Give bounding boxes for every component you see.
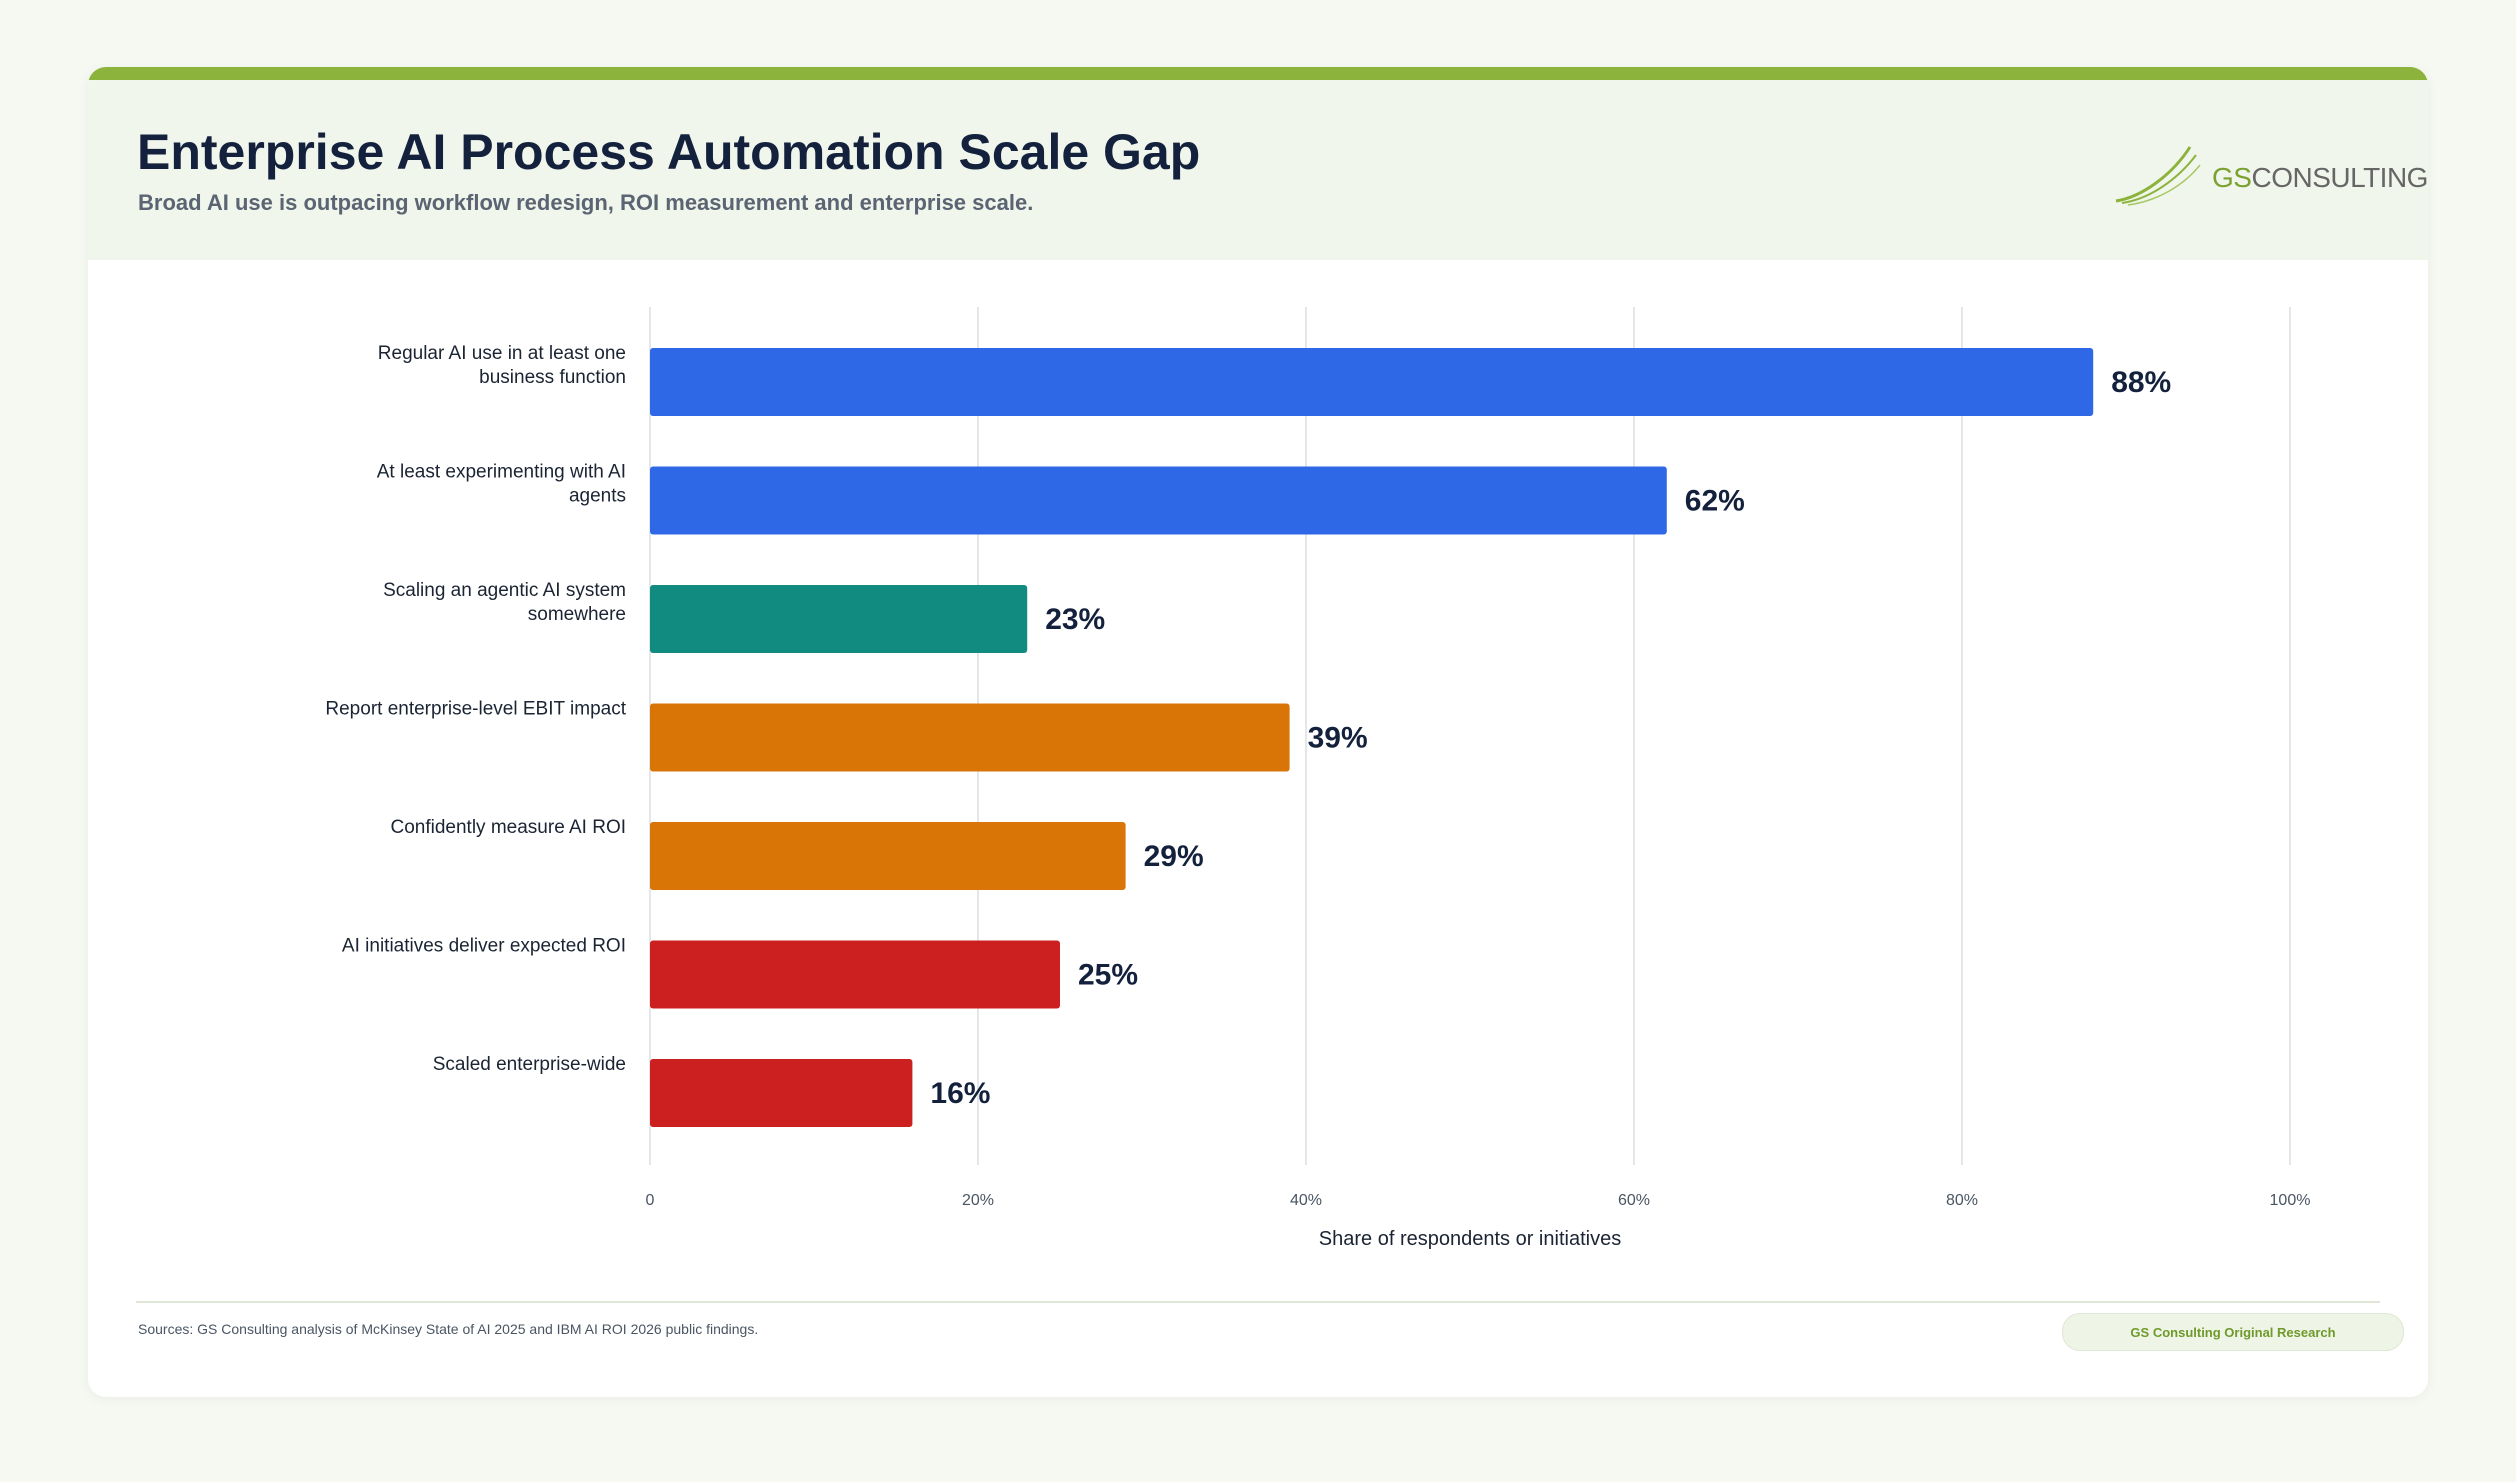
value-label: 23% [1045, 603, 1105, 636]
accent-bar [88, 67, 2428, 80]
chart-card: Enterprise AI Process Automation Scale G… [88, 67, 2428, 1397]
category-label: AI initiatives deliver expected ROI [342, 936, 626, 957]
x-tick-label: 40% [1290, 1192, 1322, 1209]
research-badge: GS Consulting Original Research [2062, 1313, 2404, 1351]
bar [650, 1059, 913, 1127]
x-axis-title: Share of respondents or initiatives [1319, 1228, 1621, 1250]
footer-divider [136, 1301, 2380, 1303]
brand-suffix: CONSULTING [2251, 162, 2428, 193]
value-label: 29% [1144, 840, 1204, 873]
bar [650, 822, 1126, 890]
x-tick-label: 60% [1618, 1192, 1650, 1209]
value-label: 25% [1078, 959, 1138, 992]
bar [650, 703, 1290, 772]
category-label: somewhere [528, 604, 626, 625]
header: Enterprise AI Process Automation Scale G… [88, 80, 2428, 260]
category-label: Report enterprise-level EBIT impact [325, 699, 626, 720]
value-label: 16% [930, 1077, 990, 1110]
bar-chart: 0 20% 40% 60% 80% 100% 88% Regular AI use in at… [325, 307, 2311, 1250]
value-label: 62% [1685, 485, 1745, 518]
brand-prefix: GS [2212, 162, 2252, 193]
value-label: 88% [2111, 366, 2171, 399]
x-tick-label: 20% [962, 1192, 994, 1209]
category-label: Scaled enterprise-wide [433, 1054, 626, 1075]
category-label: business function [479, 367, 626, 388]
bar [650, 348, 2094, 416]
bar [650, 940, 1060, 1009]
brand-name: GSCONSULTING [2212, 162, 2428, 194]
bar [650, 466, 1667, 535]
category-label: At least experimenting with AI [377, 462, 626, 483]
category-label: Scaling an agentic AI system [383, 580, 626, 601]
chart-subtitle: Broad AI use is outpacing workflow redes… [138, 190, 1034, 215]
x-tick-label: 100% [2270, 1192, 2311, 1209]
bar [650, 585, 1028, 653]
x-tick-label: 80% [1946, 1192, 1978, 1209]
value-label: 39% [1308, 722, 1368, 755]
category-label: agents [569, 486, 626, 507]
source-note: Sources: GS Consulting analysis of McKin… [138, 1321, 759, 1337]
x-tick-label: 0 [646, 1192, 655, 1209]
chart-title: Enterprise AI Process Automation Scale G… [137, 124, 1201, 180]
category-label: Regular AI use in at least one [378, 343, 626, 364]
swoosh-icon [2115, 146, 2201, 206]
category-label: Confidently measure AI ROI [391, 817, 627, 838]
brand-logo: GSCONSULTING [2112, 135, 2428, 215]
